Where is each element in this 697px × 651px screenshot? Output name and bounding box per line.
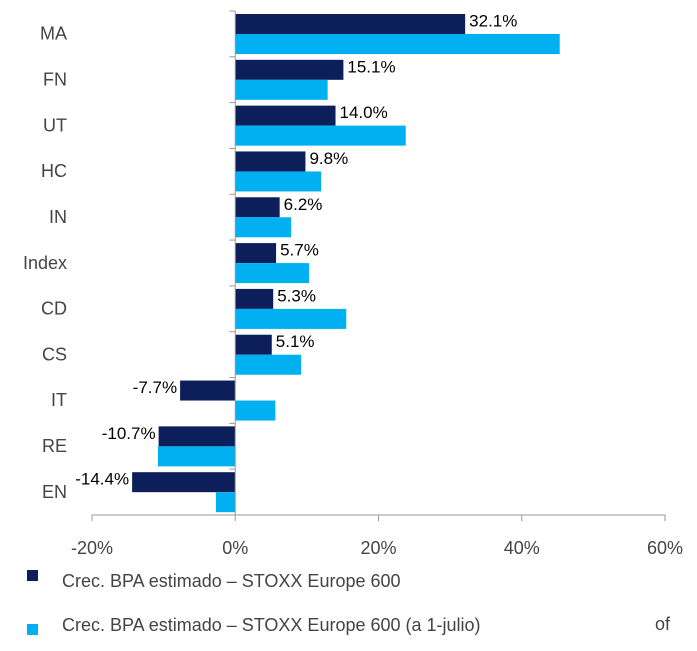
bar: [235, 217, 292, 238]
bar: [235, 151, 306, 172]
bar: [235, 171, 322, 192]
legend-swatch: [27, 624, 38, 635]
bar: [235, 34, 560, 54]
y-tick-label: Index: [23, 253, 67, 273]
bar: [235, 334, 272, 355]
annotation: of: [655, 614, 671, 634]
value-label: 9.8%: [309, 149, 348, 168]
value-label: -14.4%: [75, 470, 129, 489]
y-tick-label: UT: [43, 115, 67, 135]
y-tick-label: EN: [42, 482, 67, 502]
y-tick-label: IT: [51, 390, 67, 410]
bar: [158, 426, 236, 447]
value-label: -10.7%: [102, 424, 156, 443]
value-label: 32.1%: [469, 11, 517, 30]
y-tick-label: CD: [41, 299, 67, 319]
x-tick-label: -20%: [71, 538, 113, 558]
bar: [235, 59, 344, 80]
bar: [235, 79, 328, 100]
legend-swatch: [27, 570, 38, 581]
bar: [235, 288, 274, 309]
bar: [235, 263, 310, 284]
bar: [235, 308, 347, 329]
bar: [235, 125, 406, 146]
bar: [235, 400, 276, 421]
y-tick-label: RE: [42, 436, 67, 456]
legend-label: Crec. BPA estimado – STOXX Europe 600 (a…: [62, 615, 481, 635]
y-tick-label: FN: [43, 69, 67, 89]
bar: [235, 243, 277, 264]
value-label: 6.2%: [284, 195, 323, 214]
y-tick-label: CS: [42, 344, 67, 364]
x-tick-label: 60%: [647, 538, 683, 558]
y-tick-label: IN: [49, 207, 67, 227]
legend-label: Crec. BPA estimado – STOXX Europe 600: [62, 571, 401, 591]
value-label: 5.3%: [277, 286, 316, 305]
y-tick-label: MA: [40, 24, 67, 44]
bar: [235, 105, 336, 126]
value-label: 5.7%: [280, 241, 319, 260]
bar: [157, 446, 236, 467]
value-label: -7.7%: [133, 378, 177, 397]
x-tick-label: 0%: [222, 538, 248, 558]
bar: [132, 472, 236, 493]
x-tick-label: 20%: [360, 538, 396, 558]
value-label: 5.1%: [276, 332, 315, 351]
value-label: 15.1%: [347, 57, 395, 76]
y-tick-label: HC: [41, 161, 67, 181]
bar: [180, 380, 236, 401]
bar: [235, 14, 466, 34]
bar: [215, 492, 236, 513]
value-label: 14.0%: [340, 103, 388, 122]
x-tick-label: 40%: [504, 538, 540, 558]
bar: [235, 354, 302, 375]
bar: [235, 197, 280, 218]
